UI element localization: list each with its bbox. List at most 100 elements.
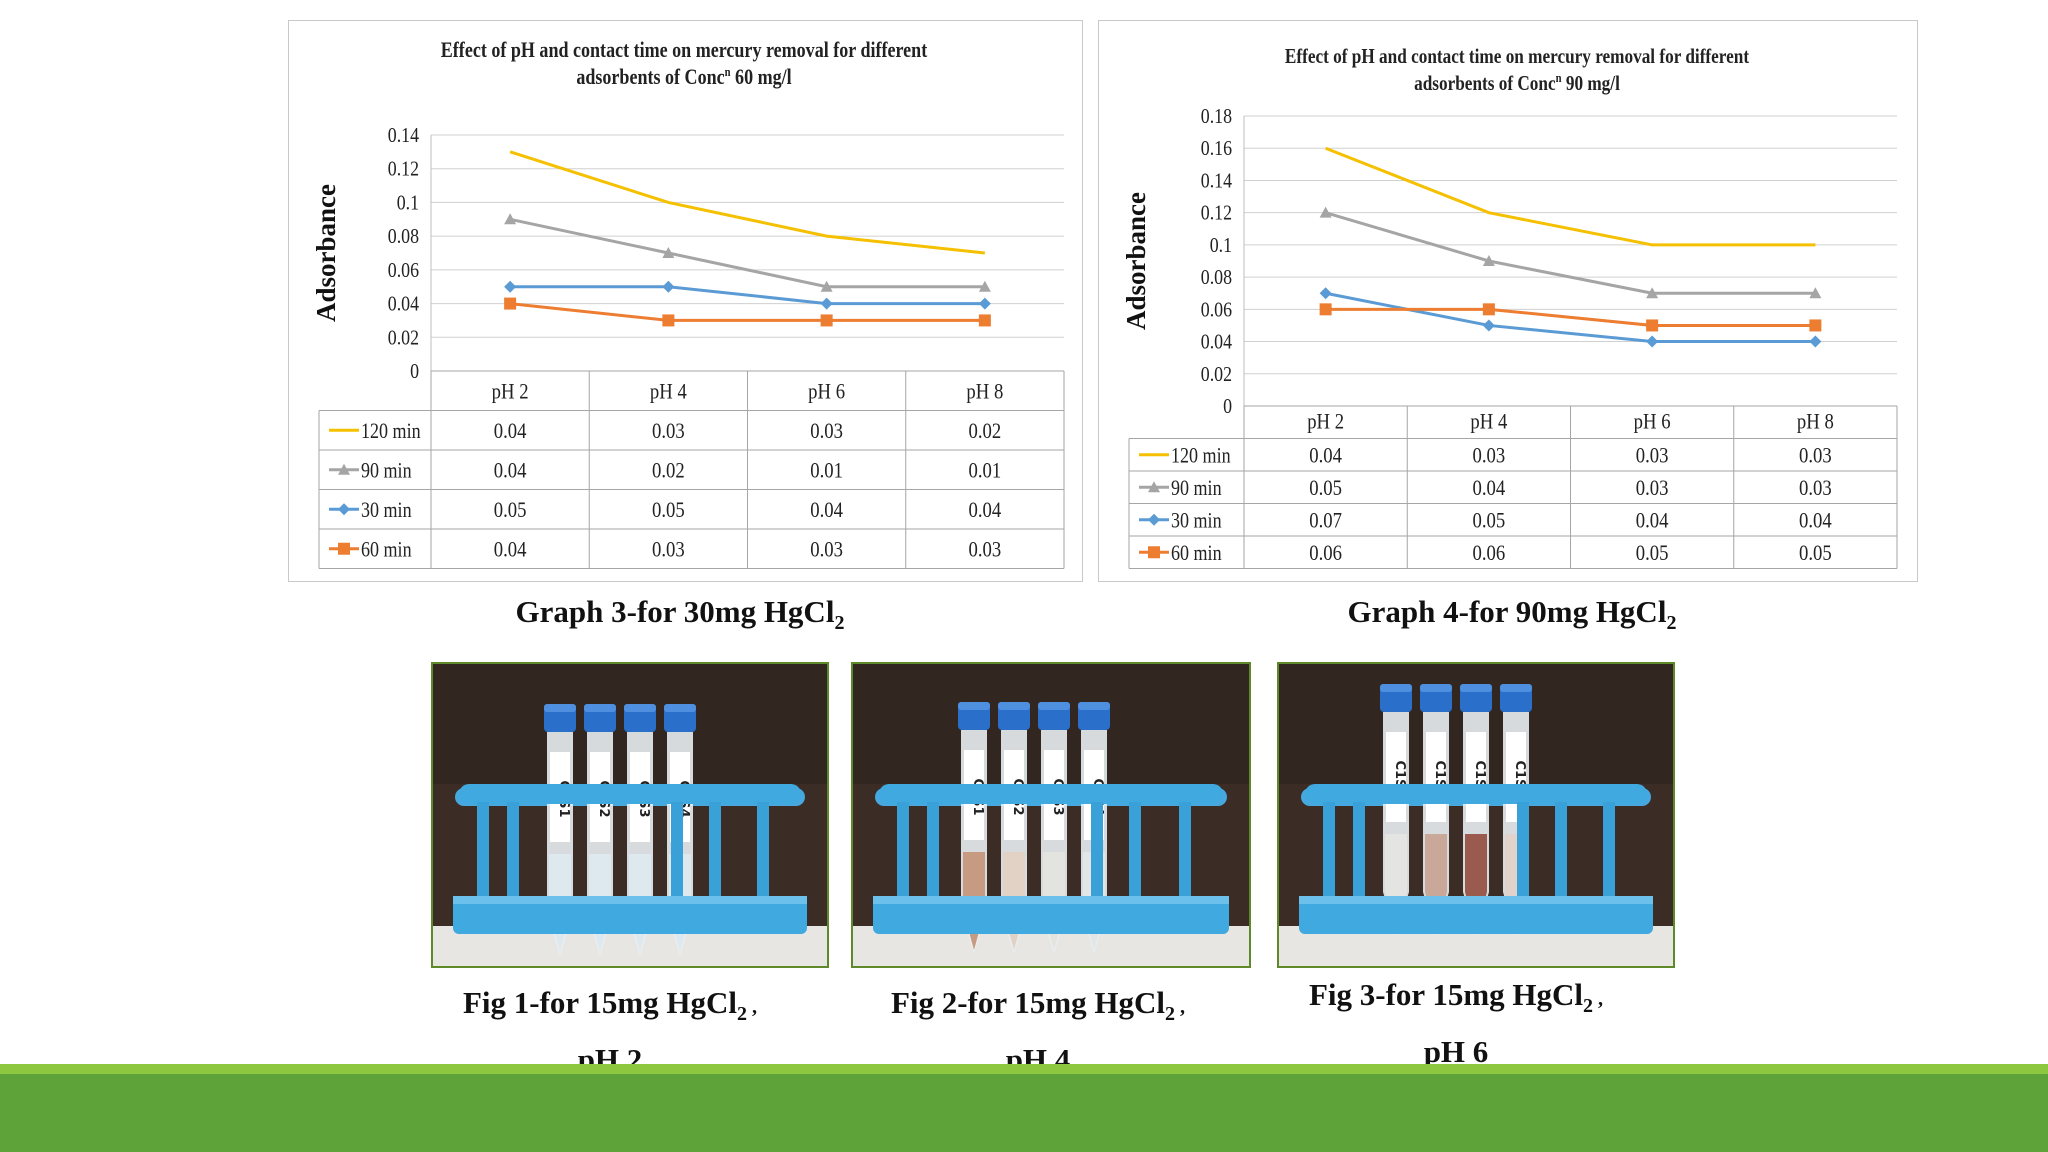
figure-3-photo: C1S1 C1S2 C1S4 C1S2 — [1277, 662, 1675, 968]
tube-cap-highlight — [1078, 702, 1110, 710]
rack-shelf — [1305, 784, 1647, 804]
legend-label: 90 min — [1171, 477, 1222, 501]
tube-cap-highlight — [1420, 684, 1452, 692]
data-point-60-min — [1809, 319, 1822, 332]
y-tick-label: 0 — [410, 361, 419, 384]
y-tick-label: 0.04 — [1201, 331, 1232, 354]
table-cell-value: 0.03 — [969, 538, 1002, 562]
series-line-90-min — [1325, 211, 1816, 295]
table-cell-value: 0.03 — [1799, 477, 1832, 501]
rack-post — [1179, 802, 1191, 902]
table-cell-value: 0.03 — [810, 538, 843, 562]
y-axis-label: Adsorbance — [1121, 192, 1151, 330]
chart-60mg: Effect of pH and contact time on mercury… — [311, 38, 1065, 569]
tube-liquid — [963, 852, 985, 910]
legend-label: 90 min — [361, 459, 412, 483]
x-category-label: pH 4 — [1470, 410, 1507, 434]
y-tick-label: 0.02 — [1201, 364, 1232, 387]
data-point-30-min — [1319, 287, 1332, 300]
table-cell-value: 0.03 — [1473, 444, 1506, 468]
data-point-30-min — [1809, 335, 1822, 348]
rack-base-highlight — [453, 896, 807, 904]
data-point-30-min — [1646, 335, 1659, 348]
legend-swatch-marker — [1148, 546, 1160, 559]
data-point-60-min — [978, 314, 991, 327]
figure-1-caption-sub: 2 — [737, 1003, 748, 1026]
table-cell-value: 0.03 — [810, 420, 843, 444]
y-tick-label: 0.14 — [388, 125, 419, 148]
graph-3-caption: Graph 3-for 30mg HgCl2 — [420, 594, 940, 635]
table-cell-value: 0.05 — [652, 499, 685, 523]
rack-base — [1299, 896, 1653, 934]
table-cell-value: 0.04 — [1799, 509, 1832, 533]
chart-title-line-2: adsorbents of Concn 90 mg/l — [1414, 70, 1620, 95]
rack-post — [671, 802, 683, 902]
tube-cap-highlight — [584, 704, 616, 712]
x-category-label: pH 2 — [1307, 410, 1344, 434]
tube-liquid — [1465, 834, 1487, 892]
tube-cap-highlight — [664, 704, 696, 712]
legend-label: 60 min — [1171, 542, 1222, 566]
x-category-label: pH 8 — [1797, 410, 1834, 434]
rack-base-highlight — [1299, 896, 1653, 904]
chart-panel-2: Effect of pH and contact time on mercury… — [1098, 20, 1918, 582]
table-cell-value: 0.04 — [494, 420, 527, 444]
legend-label: 30 min — [1171, 509, 1222, 533]
tube-cap-highlight — [998, 702, 1030, 710]
y-tick-label: 0.02 — [388, 327, 419, 350]
rack-post — [507, 802, 519, 902]
test-tube-rack-image: C1S1 C1S2 C1S4 C1S2 — [1279, 664, 1673, 966]
chart-90mg: Effect of pH and contact time on mercury… — [1121, 46, 1898, 569]
data-point-90-min — [1482, 255, 1495, 266]
table-cell-value: 0.04 — [1473, 477, 1506, 501]
graph-3-caption-sub: 2 — [834, 612, 845, 635]
table-cell-value: 0.03 — [1799, 444, 1832, 468]
rack-base — [873, 896, 1229, 934]
y-tick-label: 0.06 — [1201, 299, 1232, 322]
table-cell-value: 0.04 — [810, 499, 843, 523]
legend-swatch-marker — [338, 542, 350, 555]
rack-shelf — [879, 784, 1223, 804]
chart-title-line-1: Effect of pH and contact time on mercury… — [1285, 46, 1750, 69]
data-point-60-min — [504, 297, 517, 310]
graph-3-caption-text: Graph 3-for 30mg HgCl — [515, 594, 835, 629]
y-tick-label: 0.08 — [388, 226, 419, 249]
x-category-label: pH 8 — [966, 380, 1003, 404]
rack-post — [709, 802, 721, 902]
figure-2-caption-sub: 2 — [1165, 1003, 1176, 1026]
figure-2-caption-suffix: , — [1175, 996, 1186, 1018]
test-tube-rack-image: C1S1C1S2C1S3C1S4 — [853, 664, 1249, 966]
tube-cap-highlight — [1460, 684, 1492, 692]
rack-post — [1323, 802, 1335, 902]
chart-panel-1: Effect of pH and contact time on mercury… — [288, 20, 1083, 582]
data-point-30-min — [1482, 319, 1495, 332]
table-cell-value: 0.01 — [969, 459, 1002, 483]
figure-3-caption-ph: pH 6 — [1423, 1034, 1489, 1070]
tube-cap-highlight — [1380, 684, 1412, 692]
rack-post — [1517, 802, 1529, 902]
tube-liquid — [1043, 852, 1065, 910]
y-tick-label: 0.04 — [388, 293, 419, 316]
data-point-30-min — [662, 280, 675, 293]
tube-cap-highlight — [1500, 684, 1532, 692]
graph-4-caption: Graph 4-for 90mg HgCl2 — [1252, 594, 1772, 635]
legend-swatch-marker — [1148, 481, 1160, 493]
table-cell-value: 0.03 — [1636, 444, 1669, 468]
tube-cap-highlight — [958, 702, 990, 710]
data-point-90-min — [1319, 206, 1332, 218]
y-tick-label: 0.12 — [1201, 202, 1232, 225]
table-cell-value: 0.04 — [969, 499, 1002, 523]
y-tick-label: 0.12 — [388, 158, 419, 181]
chart-title-line-1: Effect of pH and contact time on mercury… — [441, 38, 928, 62]
figure-3-caption-text: Fig 3-for 15mg HgCl — [1308, 977, 1584, 1012]
figure-2-photo: C1S1C1S2C1S3C1S4 — [851, 662, 1251, 968]
figure-3-caption-sub: 2 — [1583, 995, 1594, 1018]
y-tick-label: 0 — [1223, 396, 1232, 419]
figure-1-caption-suffix: , — [747, 996, 758, 1018]
table-cell-value: 0.04 — [494, 538, 527, 562]
rack-base-highlight — [873, 896, 1229, 904]
rack-post — [477, 802, 489, 902]
rack-post — [1555, 802, 1567, 902]
footer-accent-line — [0, 1064, 2048, 1074]
graph-4-caption-text: Graph 4-for 90mg HgCl — [1347, 594, 1667, 629]
